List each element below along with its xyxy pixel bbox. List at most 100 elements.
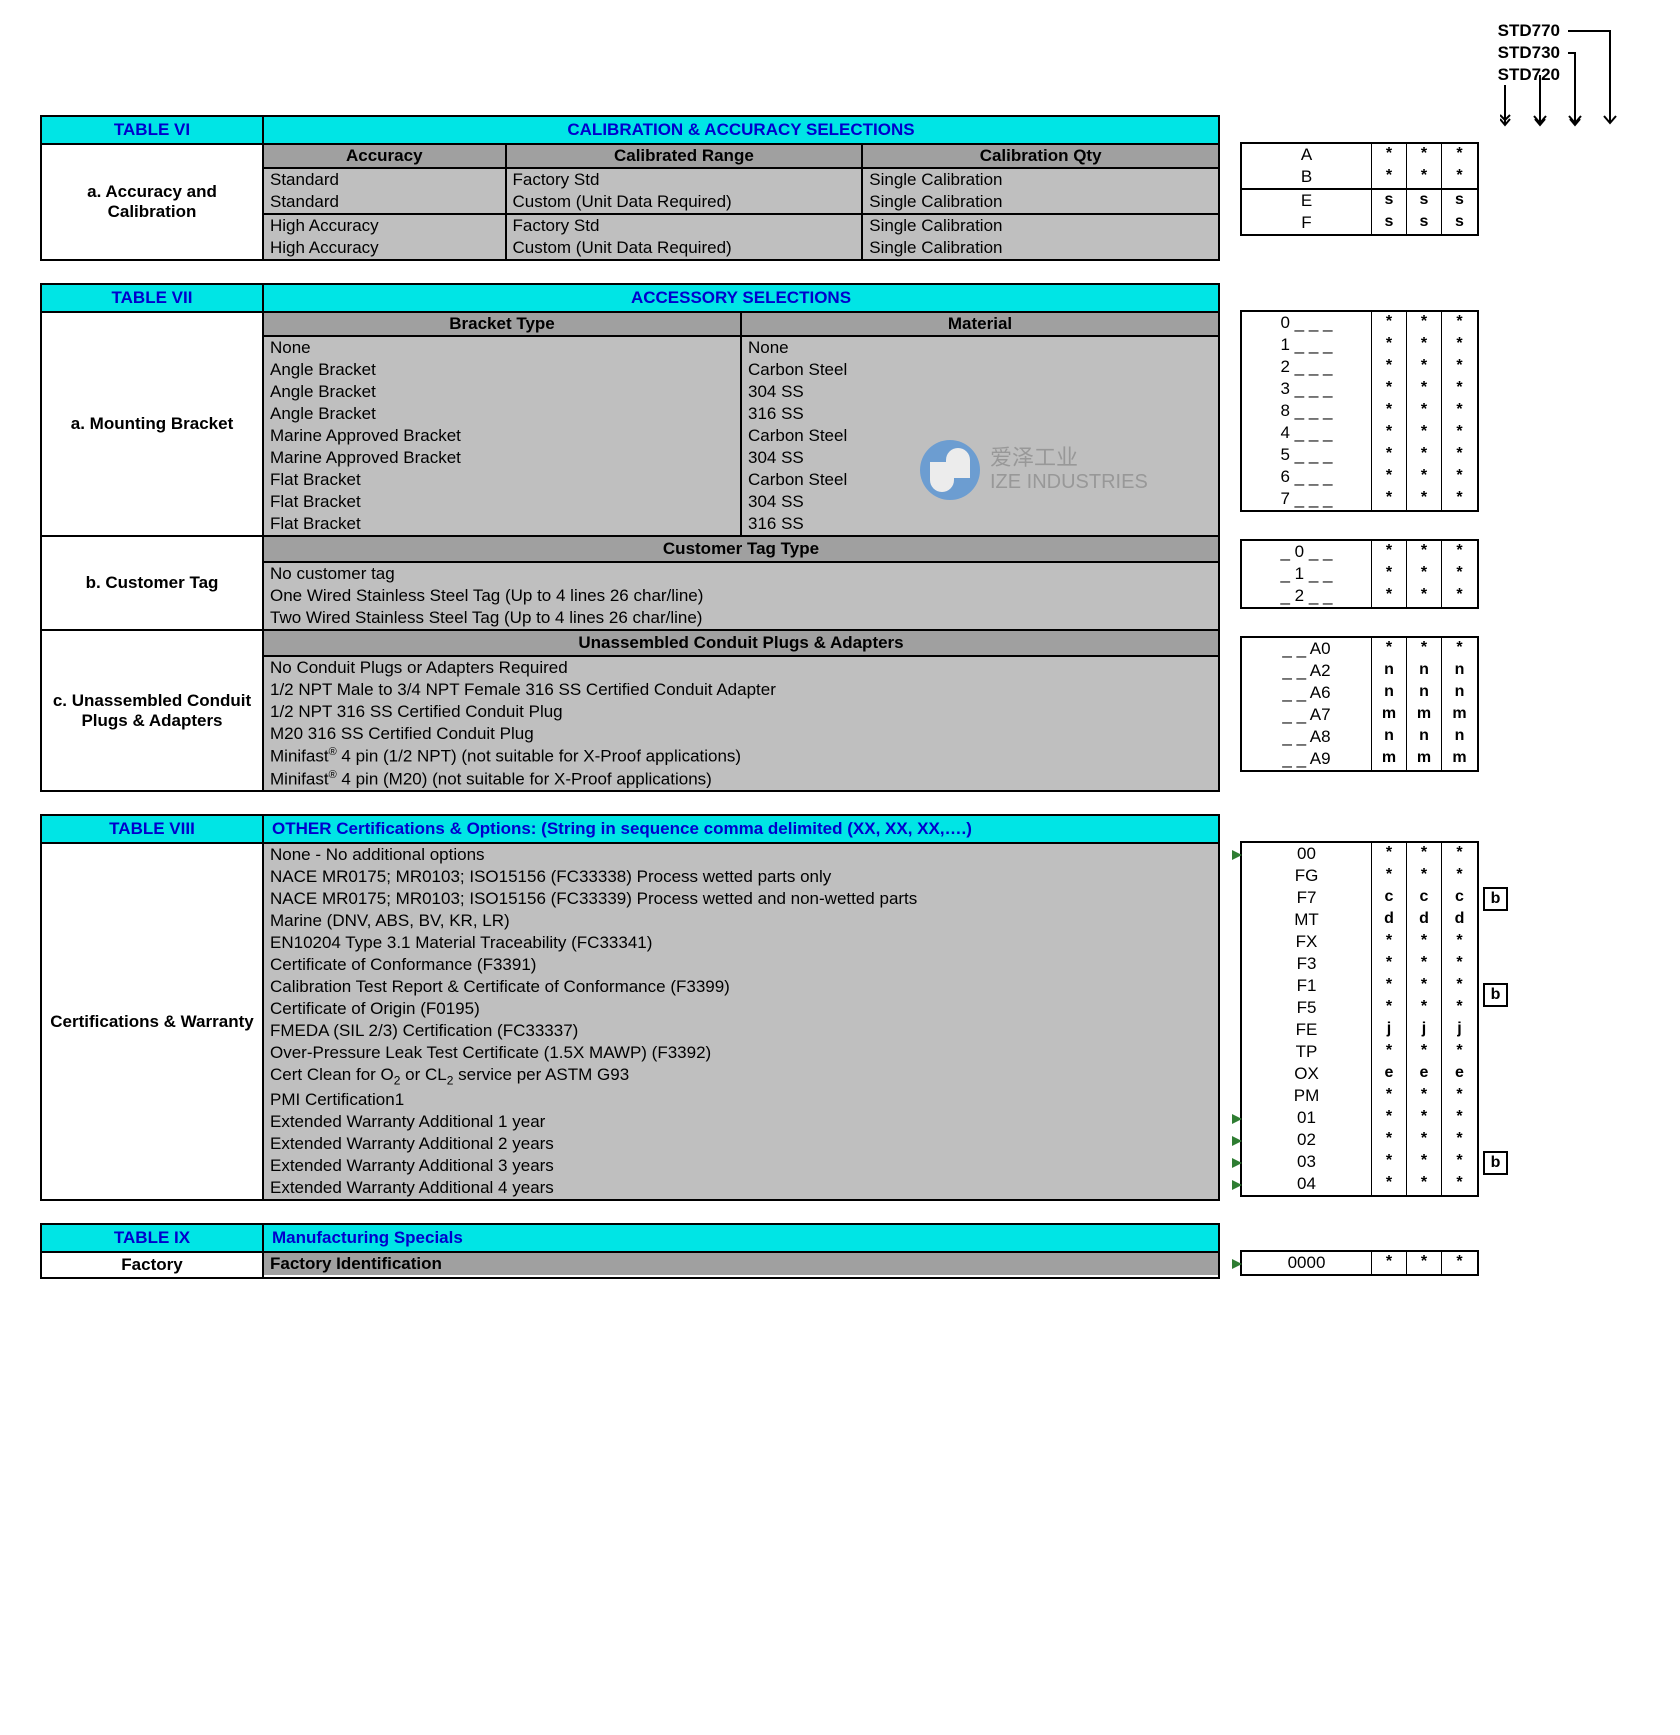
code-row: _ _ A0 * * * (1242, 638, 1477, 660)
mark-cell: * (1407, 334, 1442, 356)
mark-cell: * (1407, 312, 1442, 334)
mark-cell: * (1442, 997, 1477, 1019)
mark-cell: * (1407, 1129, 1442, 1151)
table-8-title: TABLE VIII (42, 816, 264, 842)
mark-cell: * (1442, 585, 1477, 607)
table-row: None - No additional options (264, 844, 1218, 866)
code-value: 01 (1242, 1107, 1372, 1129)
mark-cell: d (1372, 909, 1407, 931)
mark-cell: * (1372, 1151, 1407, 1173)
table-6-section-label: a. Accuracy and Calibration (42, 145, 264, 259)
code-row: E sss (1242, 190, 1477, 212)
table-row: Flat Bracket304 SS (264, 491, 1218, 513)
mark-cell: * (1407, 541, 1442, 563)
table-row: Certificate of Origin (F0195) (264, 998, 1218, 1020)
flag-b: b (1483, 983, 1508, 1007)
code-row: 0000 * * * (1242, 1252, 1477, 1274)
code-row: 2 _ _ _ * * * (1242, 356, 1477, 378)
mark-cell: * (1372, 975, 1407, 997)
mark-cell: * (1372, 334, 1407, 356)
mark-cell: n (1407, 726, 1442, 748)
table-row: NoneNone (264, 337, 1218, 359)
code-value: OX (1242, 1063, 1372, 1085)
table-row: No customer tag (264, 563, 1218, 585)
mark-cell: * (1372, 843, 1407, 865)
code-value: 04 (1242, 1173, 1372, 1195)
mark-cell: c (1442, 887, 1477, 909)
code-value: 4 _ _ _ (1242, 422, 1372, 444)
table-row: Factory Identification (264, 1253, 448, 1275)
mark-cell: * (1407, 953, 1442, 975)
mark-cell: j (1372, 1019, 1407, 1041)
mark-cell: * (1442, 563, 1477, 585)
code-value: 02 (1242, 1129, 1372, 1151)
code-value: _ _ A7 (1242, 704, 1372, 726)
mark-cell: d (1442, 909, 1477, 931)
mark-cell: * (1442, 975, 1477, 997)
mark-cell: * (1407, 466, 1442, 488)
mark-cell: * (1407, 585, 1442, 607)
table-row: Certificate of Conformance (F3391) (264, 954, 1218, 976)
table-row: Over-Pressure Leak Test Certificate (1.5… (264, 1042, 1218, 1064)
mark-cell: * (1442, 931, 1477, 953)
mark-cell: * (1442, 1107, 1477, 1129)
mark-cell: n (1407, 660, 1442, 682)
code-value: 7 _ _ _ (1242, 488, 1372, 510)
mark-cell: * (1442, 1085, 1477, 1107)
mark-cell: m (1372, 704, 1407, 726)
code-row: 6 _ _ _ * * * (1242, 466, 1477, 488)
code-row: A *** (1242, 144, 1477, 166)
table-7a-label: a. Mounting Bracket (42, 313, 264, 535)
mark-cell: n (1372, 682, 1407, 704)
triangle-icon (1232, 1136, 1242, 1146)
mark-cell: * (1372, 541, 1407, 563)
triangle-icon (1232, 850, 1242, 860)
code-row: _ 2 _ _ * * * (1242, 585, 1477, 607)
table-row: Calibration Test Report & Certificate of… (264, 976, 1218, 998)
table-row: Angle BracketCarbon Steel (264, 359, 1218, 381)
col-header: Calibrated Range (507, 145, 864, 167)
mark-cell: * (1372, 378, 1407, 400)
mark-cell: c (1407, 887, 1442, 909)
col-header: Unassembled Conduit Plugs & Adapters (264, 631, 1218, 657)
code-value: 03 (1242, 1151, 1372, 1173)
mark-cell: * (1442, 422, 1477, 444)
mark-cell: * (1442, 312, 1477, 334)
mark-cell: * (1407, 422, 1442, 444)
table-7b-label: b. Customer Tag (42, 537, 264, 629)
mark-cell: n (1442, 660, 1477, 682)
code-row: 7 _ _ _ * * * (1242, 488, 1477, 510)
table-row: Angle Bracket316 SS (264, 403, 1218, 425)
code-value: TP (1242, 1041, 1372, 1063)
table-8-banner: OTHER Certifications & Options: (String … (264, 816, 1218, 842)
table-row: One Wired Stainless Steel Tag (Up to 4 l… (264, 585, 1218, 607)
code-value: _ _ A2 (1242, 660, 1372, 682)
mark-cell: * (1407, 843, 1442, 865)
code-row: _ _ A2 n n n (1242, 660, 1477, 682)
code-row: _ _ A7 m m m (1242, 704, 1477, 726)
mark-cell: * (1407, 975, 1442, 997)
code-value: FE (1242, 1019, 1372, 1041)
code-row: OX e e e (1242, 1063, 1477, 1085)
code-row: _ 0 _ _ * * * (1242, 541, 1477, 563)
mark-cell: n (1372, 660, 1407, 682)
mark-cell: * (1372, 1252, 1407, 1274)
mark-cell: * (1442, 466, 1477, 488)
code-value: MT (1242, 909, 1372, 931)
table-row: Standard Custom (Unit Data Required) Sin… (264, 191, 1218, 215)
mark-cell: * (1372, 400, 1407, 422)
mark-cell: * (1407, 563, 1442, 585)
flag-b: b (1483, 887, 1508, 911)
col-header: Bracket Type (264, 313, 742, 335)
header-bracket-icon (1490, 23, 1630, 128)
table-row: Angle Bracket304 SS (264, 381, 1218, 403)
code-row: FX * * * (1242, 931, 1477, 953)
code-value: F5 (1242, 997, 1372, 1019)
table-row: Flat BracketCarbon Steel (264, 469, 1218, 491)
code-row: 5 _ _ _ * * * (1242, 444, 1477, 466)
mark-cell: * (1372, 997, 1407, 1019)
table-9: TABLE IX Manufacturing Specials Factory … (40, 1223, 1640, 1279)
mark-cell: * (1442, 541, 1477, 563)
mark-cell: * (1372, 865, 1407, 887)
mark-cell: * (1407, 1151, 1442, 1173)
